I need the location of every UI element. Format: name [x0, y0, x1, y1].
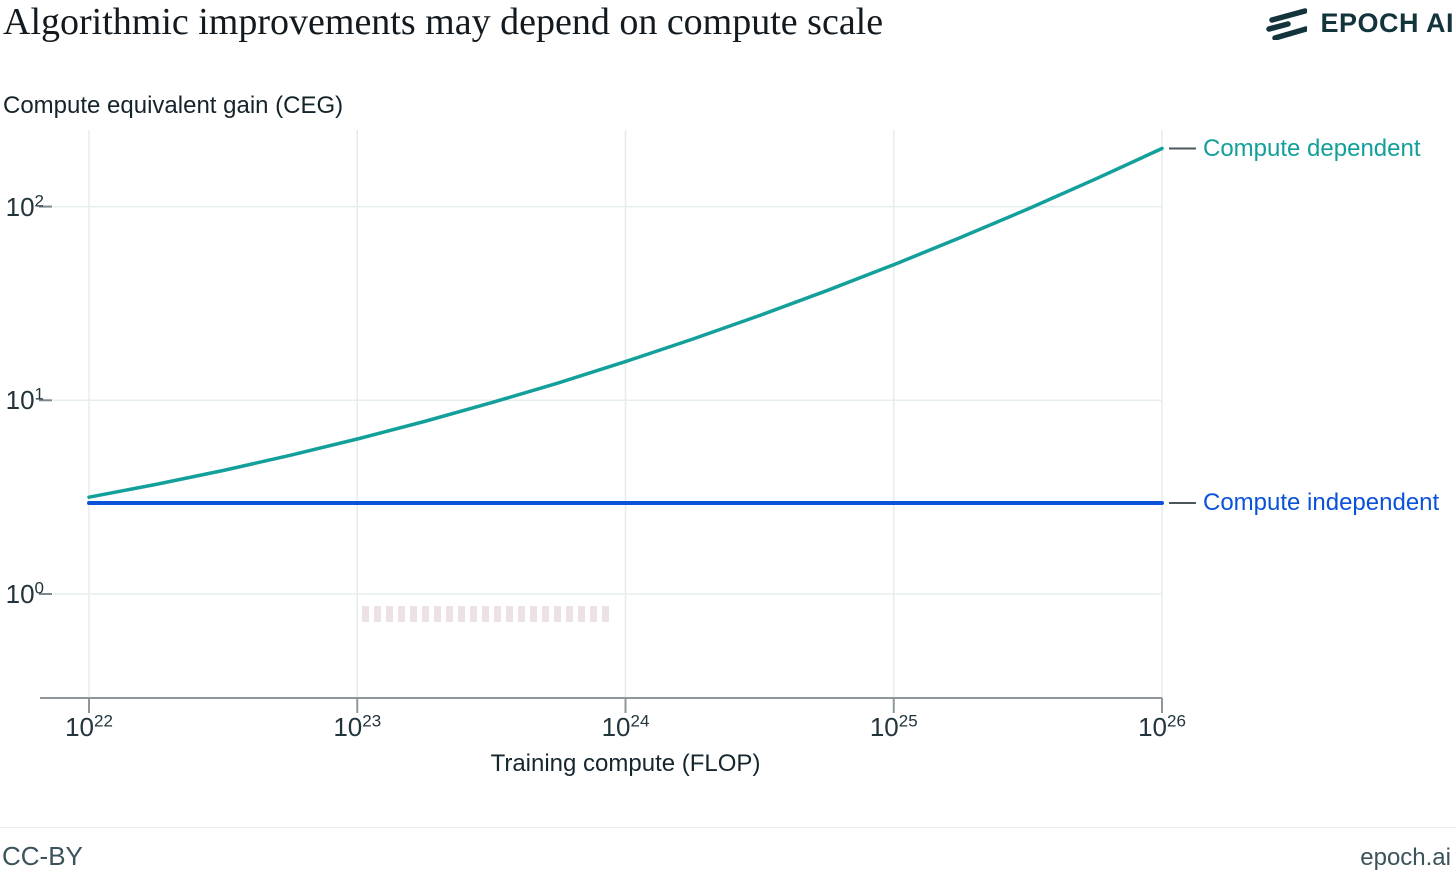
license-text: CC-BY — [2, 841, 83, 871]
series-label-compute-independent: Compute independent — [1203, 488, 1440, 516]
x-tick-label: 1023 — [333, 711, 382, 742]
y-tick-label: 102 — [5, 190, 44, 222]
footer-divider — [0, 827, 1456, 828]
series-label-compute-dependent: Compute dependent — [1203, 134, 1421, 162]
x-tick-label: 1025 — [869, 711, 918, 742]
chart-canvas — [39, 130, 1196, 713]
page-title: Algorithmic improvements may depend on c… — [3, 1, 884, 43]
brand-logo: EPOCH AI — [1261, 6, 1454, 40]
brand-name: EPOCH AI — [1320, 7, 1454, 38]
epoch-ai-icon — [1266, 8, 1308, 40]
x-tick-label: 1024 — [601, 711, 650, 742]
y-tick-label: 101 — [5, 384, 44, 416]
x-tick-label: 1022 — [65, 711, 113, 742]
y-axis-title: Compute equivalent gain (CEG) — [3, 92, 344, 119]
watermark-dashes — [362, 606, 612, 622]
x-axis-title: Training compute (FLOP) — [490, 750, 761, 777]
series-line-compute-dependent — [87, 146, 1164, 499]
x-tick-label: 1026 — [1138, 711, 1186, 742]
y-tick-label: 100 — [5, 578, 44, 609]
site-link[interactable]: epoch.ai — [1360, 844, 1451, 871]
